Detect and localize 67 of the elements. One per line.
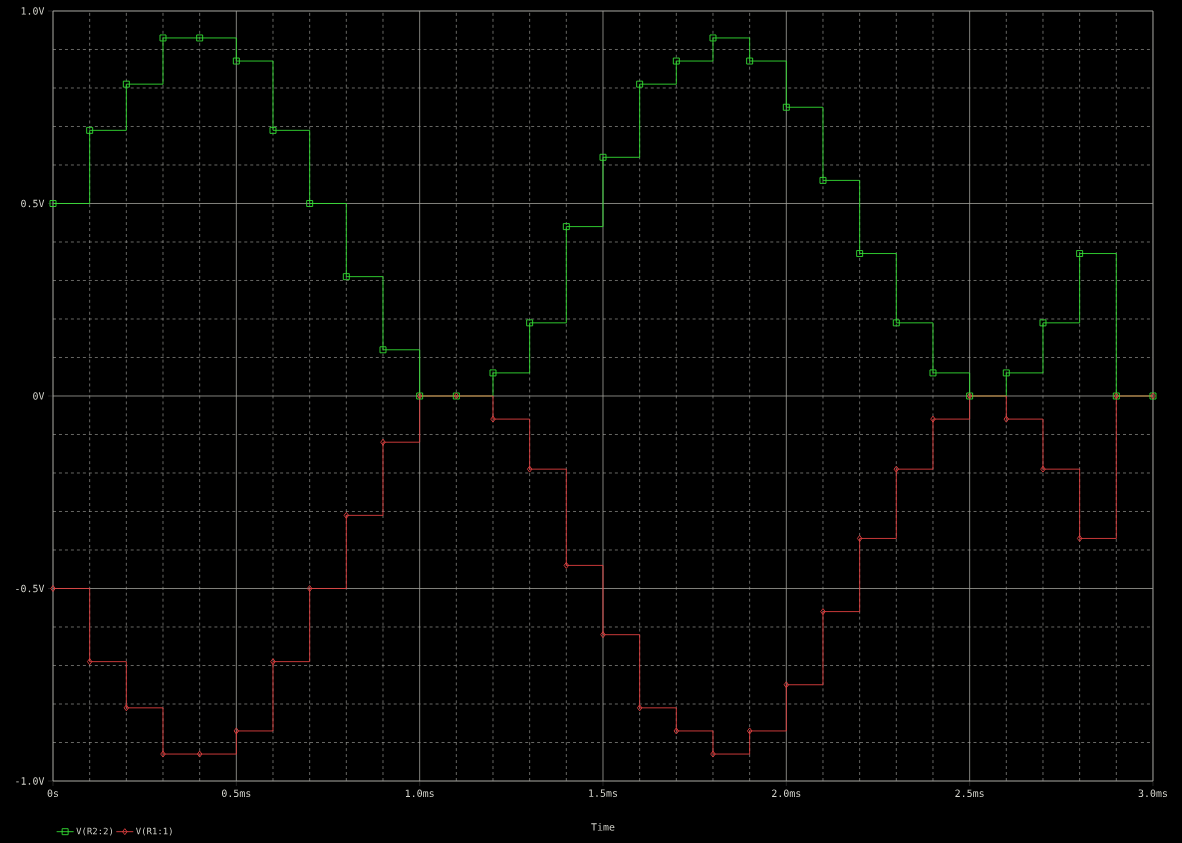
point	[892, 319, 900, 327]
point	[710, 750, 716, 758]
point	[196, 750, 203, 758]
point	[856, 535, 863, 542]
point	[270, 658, 276, 666]
point	[783, 681, 790, 689]
point	[930, 415, 936, 423]
point	[306, 200, 314, 207]
x-tick-label: 1.0ms	[405, 789, 434, 798]
point	[269, 126, 277, 134]
legend-label: V(R2:2)	[76, 827, 112, 836]
point	[636, 80, 644, 88]
point	[782, 103, 790, 111]
point	[122, 80, 130, 88]
x-tick-label: 3.0ms	[1138, 789, 1167, 798]
point	[490, 415, 496, 423]
point	[342, 273, 350, 281]
point	[746, 727, 753, 735]
point	[1076, 535, 1083, 542]
point	[672, 57, 680, 65]
point	[160, 750, 166, 758]
point	[343, 511, 350, 519]
point	[893, 465, 900, 473]
x-tick-label: 1.5ms	[589, 789, 617, 797]
point	[709, 34, 717, 42]
point	[526, 465, 533, 473]
point	[526, 319, 534, 327]
point	[232, 57, 240, 65]
y-tick-label: -0.5V	[16, 584, 45, 593]
point	[1040, 465, 1046, 473]
point	[86, 658, 93, 666]
point	[196, 34, 204, 42]
point	[50, 585, 56, 592]
legend-label: V(R1:1)	[136, 827, 172, 836]
y-tick-label: 1.0V	[21, 7, 45, 15]
point	[233, 727, 240, 735]
y-tick-label: 0V	[33, 392, 45, 400]
x-axis-title: Time	[591, 823, 615, 831]
x-tick-label: 2.0ms	[772, 789, 801, 798]
point	[856, 250, 864, 257]
point	[49, 200, 57, 207]
point	[489, 369, 497, 377]
point	[746, 57, 754, 65]
point	[306, 585, 313, 592]
x-tick-label: 0s	[47, 789, 59, 798]
point	[929, 369, 937, 377]
point	[563, 561, 570, 569]
point	[1076, 250, 1084, 257]
x-tick-label: 2.5ms	[955, 789, 984, 798]
point	[1039, 319, 1047, 327]
point	[599, 153, 607, 161]
point	[819, 176, 827, 184]
point	[379, 346, 387, 354]
point	[673, 727, 680, 735]
point	[159, 34, 167, 42]
point	[636, 704, 643, 712]
x-tick-label: 0.5ms	[221, 789, 251, 798]
point	[562, 223, 570, 231]
point	[1003, 415, 1010, 423]
point	[123, 704, 130, 712]
point	[86, 126, 94, 134]
y-tick-label: -1.0V	[16, 777, 45, 785]
y-tick-label: 0.5V	[21, 199, 45, 208]
point	[600, 631, 606, 639]
point	[820, 608, 826, 616]
point	[380, 438, 386, 446]
point	[1002, 369, 1010, 377]
